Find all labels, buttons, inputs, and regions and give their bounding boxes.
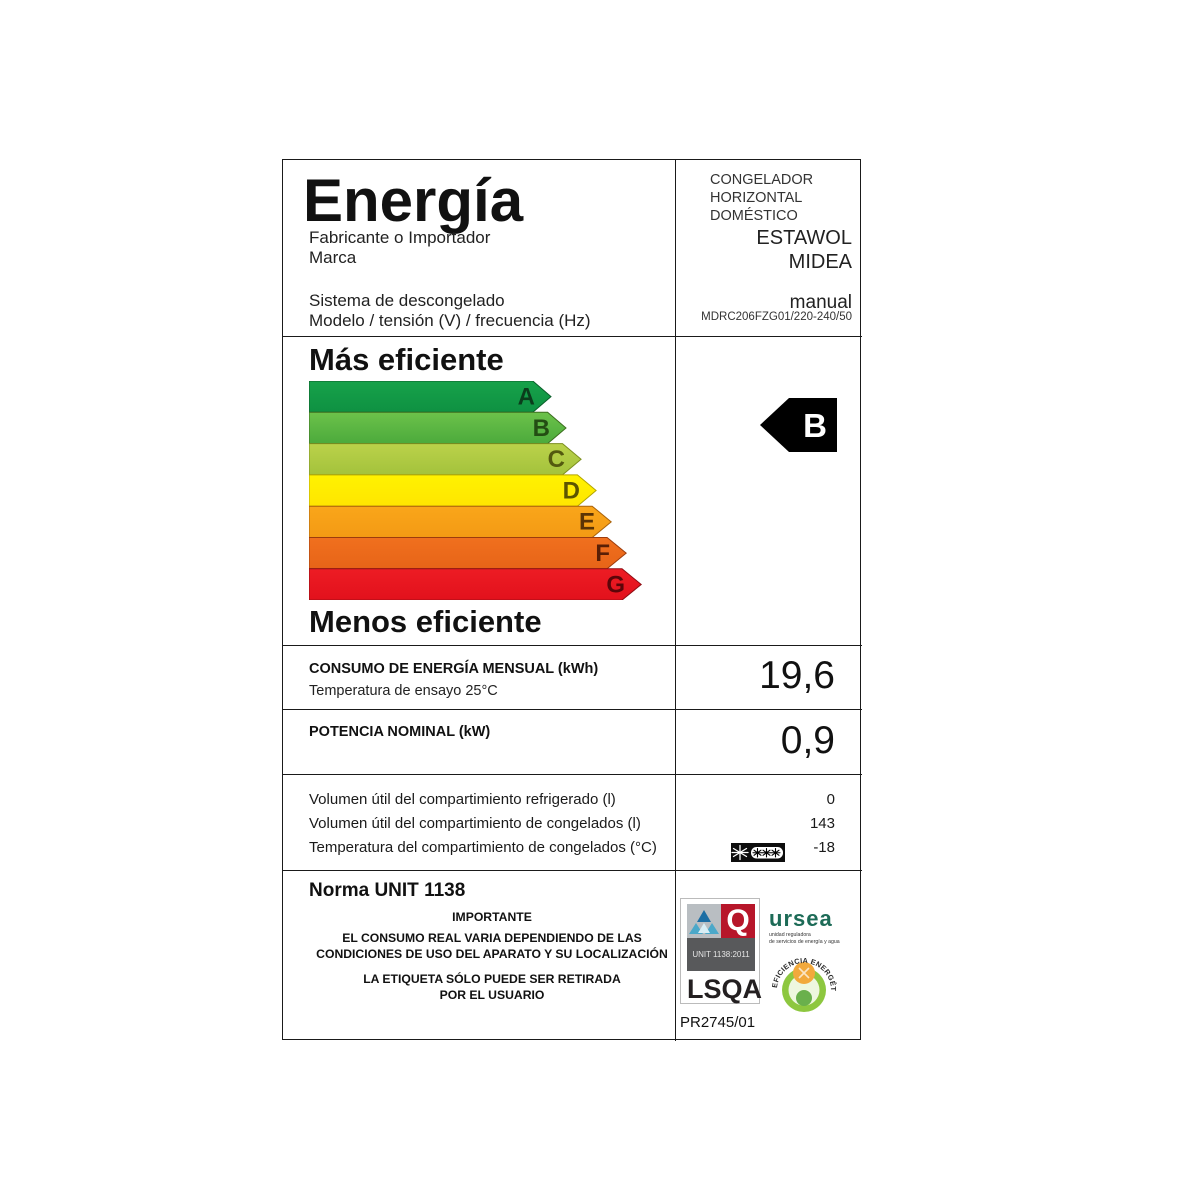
svg-text:B: B [533,415,550,442]
svg-text:A: A [518,383,535,410]
svg-text:Q: Q [726,904,749,937]
svg-text:de servicios de energía y agua: de servicios de energía y agua [769,939,840,945]
svg-text:C: C [548,446,565,473]
svg-text:F: F [595,540,610,567]
svg-text:ursea: ursea [769,906,833,931]
svg-text:E: E [579,509,595,536]
svg-text:D: D [563,477,580,504]
svg-text:G: G [606,571,625,598]
svg-text:unidad reguladora: unidad reguladora [769,932,811,938]
svg-text:B: B [803,407,827,444]
